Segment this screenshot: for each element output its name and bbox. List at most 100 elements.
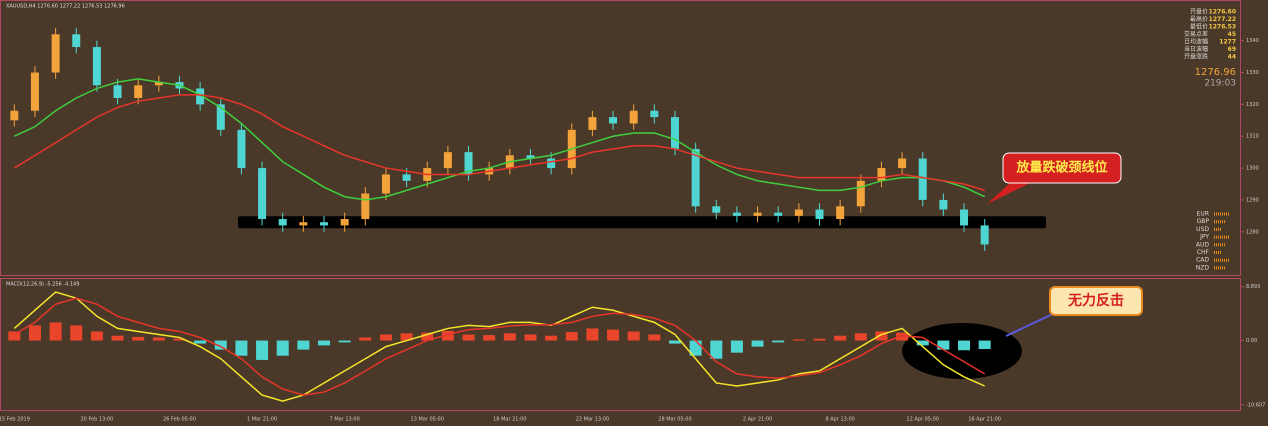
histogram-bar (194, 340, 207, 344)
candle-body (402, 174, 411, 181)
candle-body (712, 206, 721, 213)
highlight-ellipse (902, 323, 1022, 379)
candle-body (464, 152, 473, 175)
candle-body (258, 168, 267, 220)
candle-body (361, 193, 370, 220)
info-value: 1277 (1219, 39, 1236, 46)
candle-body (960, 209, 969, 226)
histogram-bar (297, 340, 310, 350)
histogram-bar (834, 335, 847, 341)
histogram-bar (668, 340, 681, 344)
indicator-line (13, 291, 985, 402)
candle-body (836, 206, 845, 220)
histogram-bar (586, 328, 599, 341)
info-label: 交易点差 (1184, 30, 1208, 38)
x-tick-label: 26 Feb 05:00 (163, 417, 196, 423)
y-tick-label: 0.00 (1246, 338, 1257, 344)
candle-body (154, 82, 163, 86)
y-tick-label: 1290 (1246, 197, 1259, 203)
histogram-bar (400, 333, 413, 341)
candle-body (588, 117, 597, 130)
candle-body (918, 158, 927, 200)
currency-label: USD (1196, 226, 1209, 233)
candle-body (794, 209, 803, 216)
histogram-bar (8, 331, 21, 341)
annotation-text: 放量跌破颈线位 (1015, 160, 1107, 176)
x-tick-label: 7 Mar 13:00 (330, 417, 360, 423)
candle-body (51, 34, 60, 73)
annotation-2: 无力反击 (1005, 286, 1143, 337)
histogram-bar (648, 334, 661, 341)
histogram-bar (359, 337, 372, 341)
histogram-bar (958, 340, 971, 351)
x-tick-label: 12 Apr 05:00 (906, 417, 939, 423)
candle-body (134, 85, 143, 98)
y-tick-label: -10.607 (1246, 402, 1265, 408)
macd-title: MACD(12,26,9) -5.256 -4.149 (6, 282, 79, 288)
plot-layer: 1280 1290 1300 1310 1320 1330 1340 15 Feb 2019 2… (0, 27, 1265, 423)
histogram-bar (627, 331, 640, 341)
histogram-bar (49, 322, 62, 341)
price-title: XAUUSD,H4 1276.60 1277.22 1276.53 1276.9… (6, 4, 125, 10)
currency-label: EUR (1197, 211, 1209, 218)
candle-body (237, 129, 246, 169)
candle-body (72, 34, 81, 48)
candle-body (10, 110, 19, 121)
candle-body (980, 225, 989, 245)
histogram-bar (28, 325, 41, 341)
y-tick-label: 1280 (1246, 229, 1259, 235)
indicator-line (13, 94, 985, 192)
info-value: 45 (1228, 31, 1236, 38)
candle-body (898, 158, 907, 169)
x-tick-label: 8 Apr 13:00 (825, 417, 854, 423)
info-label: 当日波幅 (1184, 45, 1208, 53)
currency-label: CHF (1197, 249, 1210, 256)
y-tick-label: 1300 (1246, 166, 1259, 172)
histogram-bar (70, 325, 83, 341)
candle-body (299, 222, 308, 226)
candle-body (670, 117, 679, 149)
histogram-bar (235, 340, 248, 356)
histogram-bar (916, 340, 929, 346)
histogram-bar (524, 334, 537, 341)
histogram-bar (256, 340, 269, 360)
histogram-bar (379, 334, 392, 341)
candle-body (774, 212, 783, 216)
histogram-bar (441, 330, 454, 341)
candle-body (443, 152, 452, 169)
histogram-bar (854, 333, 867, 341)
histogram-bar (276, 340, 289, 356)
histogram-bar (545, 335, 558, 341)
candle-body (196, 88, 205, 105)
candle-body (691, 148, 700, 207)
x-tick-label: 15 Feb 2019 (0, 417, 30, 423)
info-value: 1276.53 (1209, 24, 1236, 31)
x-tick-label: 18 Mar 21:00 (493, 417, 526, 423)
x-tick-label: 13 Mar 05:00 (411, 417, 444, 423)
histogram-bar (792, 339, 805, 341)
candle-body (856, 180, 865, 207)
info-label: 最低价 (1190, 23, 1208, 31)
info-value: 1277.22 (1209, 16, 1236, 23)
histogram-bar (318, 340, 331, 346)
price-frame (0, 0, 1241, 276)
candle-body (939, 199, 948, 210)
info-label: 开盘涨跌 (1184, 53, 1208, 61)
y-tick-label: 1310 (1246, 134, 1259, 140)
annotation-box (1049, 286, 1143, 316)
candle-body (278, 219, 287, 226)
x-tick-label: 16 Apr 21:00 (968, 417, 1001, 423)
histogram-bar (421, 332, 434, 341)
histogram-bar (896, 332, 909, 341)
candle-body (547, 158, 556, 169)
histogram-bar (710, 340, 723, 359)
candle-body (877, 168, 886, 181)
histogram-bar (730, 340, 743, 353)
candle-body (216, 104, 225, 130)
histogram-bar (751, 340, 764, 347)
histogram-bar (875, 331, 888, 341)
annotation-text: 无力反击 (1067, 292, 1124, 309)
currency-label: AUD (1196, 241, 1209, 248)
